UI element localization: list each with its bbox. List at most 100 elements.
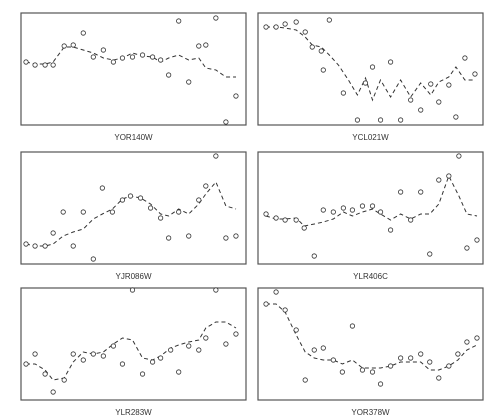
data-point: [311, 253, 317, 259]
data-point: [23, 241, 29, 247]
data-point: [369, 203, 376, 209]
data-point: [436, 375, 442, 381]
data-point: [80, 30, 86, 36]
trend-line: [25, 46, 236, 78]
data-point: [129, 54, 136, 60]
panel-label: YOR378W: [351, 408, 390, 417]
data-point: [293, 19, 299, 25]
data-point: [369, 369, 376, 375]
data-point: [455, 351, 461, 357]
data-point: [139, 52, 146, 58]
data-point: [158, 215, 164, 221]
data-point: [282, 307, 288, 313]
data-point: [474, 335, 480, 341]
data-point: [408, 97, 414, 103]
data-point: [418, 189, 424, 195]
data-point: [233, 233, 239, 239]
data-point: [369, 64, 376, 70]
data-point: [273, 215, 279, 221]
data-point: [387, 59, 394, 65]
data-point: [196, 347, 202, 353]
panel-frame: [20, 12, 247, 126]
data-point: [340, 205, 346, 211]
data-point: [263, 301, 269, 307]
data-point: [100, 353, 106, 359]
data-point: [166, 72, 172, 78]
data-point: [32, 351, 38, 357]
data-point: [427, 251, 433, 257]
data-point: [387, 227, 394, 233]
data-point: [462, 55, 468, 61]
data-point: [349, 207, 356, 213]
data-point: [203, 42, 209, 48]
data-point: [330, 357, 336, 363]
data-point: [149, 359, 156, 365]
data-point: [318, 48, 324, 54]
data-point: [359, 203, 366, 209]
data-point: [203, 335, 209, 341]
data-point: [408, 217, 414, 223]
trend-line: [266, 303, 478, 371]
data-point: [456, 153, 462, 159]
data-point: [90, 351, 96, 357]
data-point: [186, 233, 192, 239]
data-point: [273, 24, 279, 30]
data-point: [70, 351, 76, 357]
data-point: [263, 211, 269, 217]
data-point: [119, 55, 126, 61]
data-point: [436, 99, 442, 105]
data-point: [359, 367, 366, 373]
data-point: [223, 235, 229, 241]
data-point: [464, 339, 470, 345]
data-point: [176, 18, 182, 24]
data-point: [213, 15, 219, 21]
data-point: [223, 341, 229, 347]
data-point: [330, 209, 336, 215]
data-point: [377, 381, 384, 387]
data-point: [377, 209, 384, 215]
data-point: [149, 54, 156, 60]
panel-frame: [20, 287, 247, 401]
data-point: [99, 185, 105, 191]
data-point: [137, 195, 144, 201]
data-point: [186, 343, 192, 349]
data-point: [196, 43, 202, 49]
data-point: [273, 289, 279, 295]
data-point: [42, 243, 48, 249]
data-point: [282, 21, 288, 27]
data-point: [23, 361, 29, 367]
data-point: [387, 363, 394, 369]
data-point: [147, 205, 154, 211]
data-point: [446, 82, 452, 88]
data-point: [70, 42, 76, 48]
data-point: [42, 62, 48, 68]
data-point: [176, 209, 182, 215]
data-point: [110, 343, 117, 349]
data-point: [472, 71, 478, 77]
data-point: [446, 173, 452, 179]
trend-line: [25, 181, 237, 247]
data-point: [233, 93, 239, 99]
data-point: [196, 197, 202, 203]
data-point: [408, 355, 414, 361]
data-point: [139, 371, 146, 377]
data-point: [213, 153, 219, 159]
data-point: [427, 359, 433, 365]
data-point: [168, 347, 174, 353]
data-point: [464, 245, 470, 251]
data-point: [233, 331, 239, 337]
data-point: [158, 355, 164, 361]
panel-label: YJR086W: [115, 272, 151, 281]
trend-line: [266, 26, 475, 102]
data-point: [302, 377, 308, 383]
data-point: [42, 371, 48, 377]
data-point: [436, 177, 442, 183]
data-point: [320, 67, 326, 73]
panel: YCL021W: [257, 12, 484, 142]
data-point: [354, 117, 361, 123]
data-point: [418, 351, 424, 357]
data-point: [320, 207, 326, 213]
data-point: [293, 327, 299, 333]
trend-line: [265, 174, 478, 227]
